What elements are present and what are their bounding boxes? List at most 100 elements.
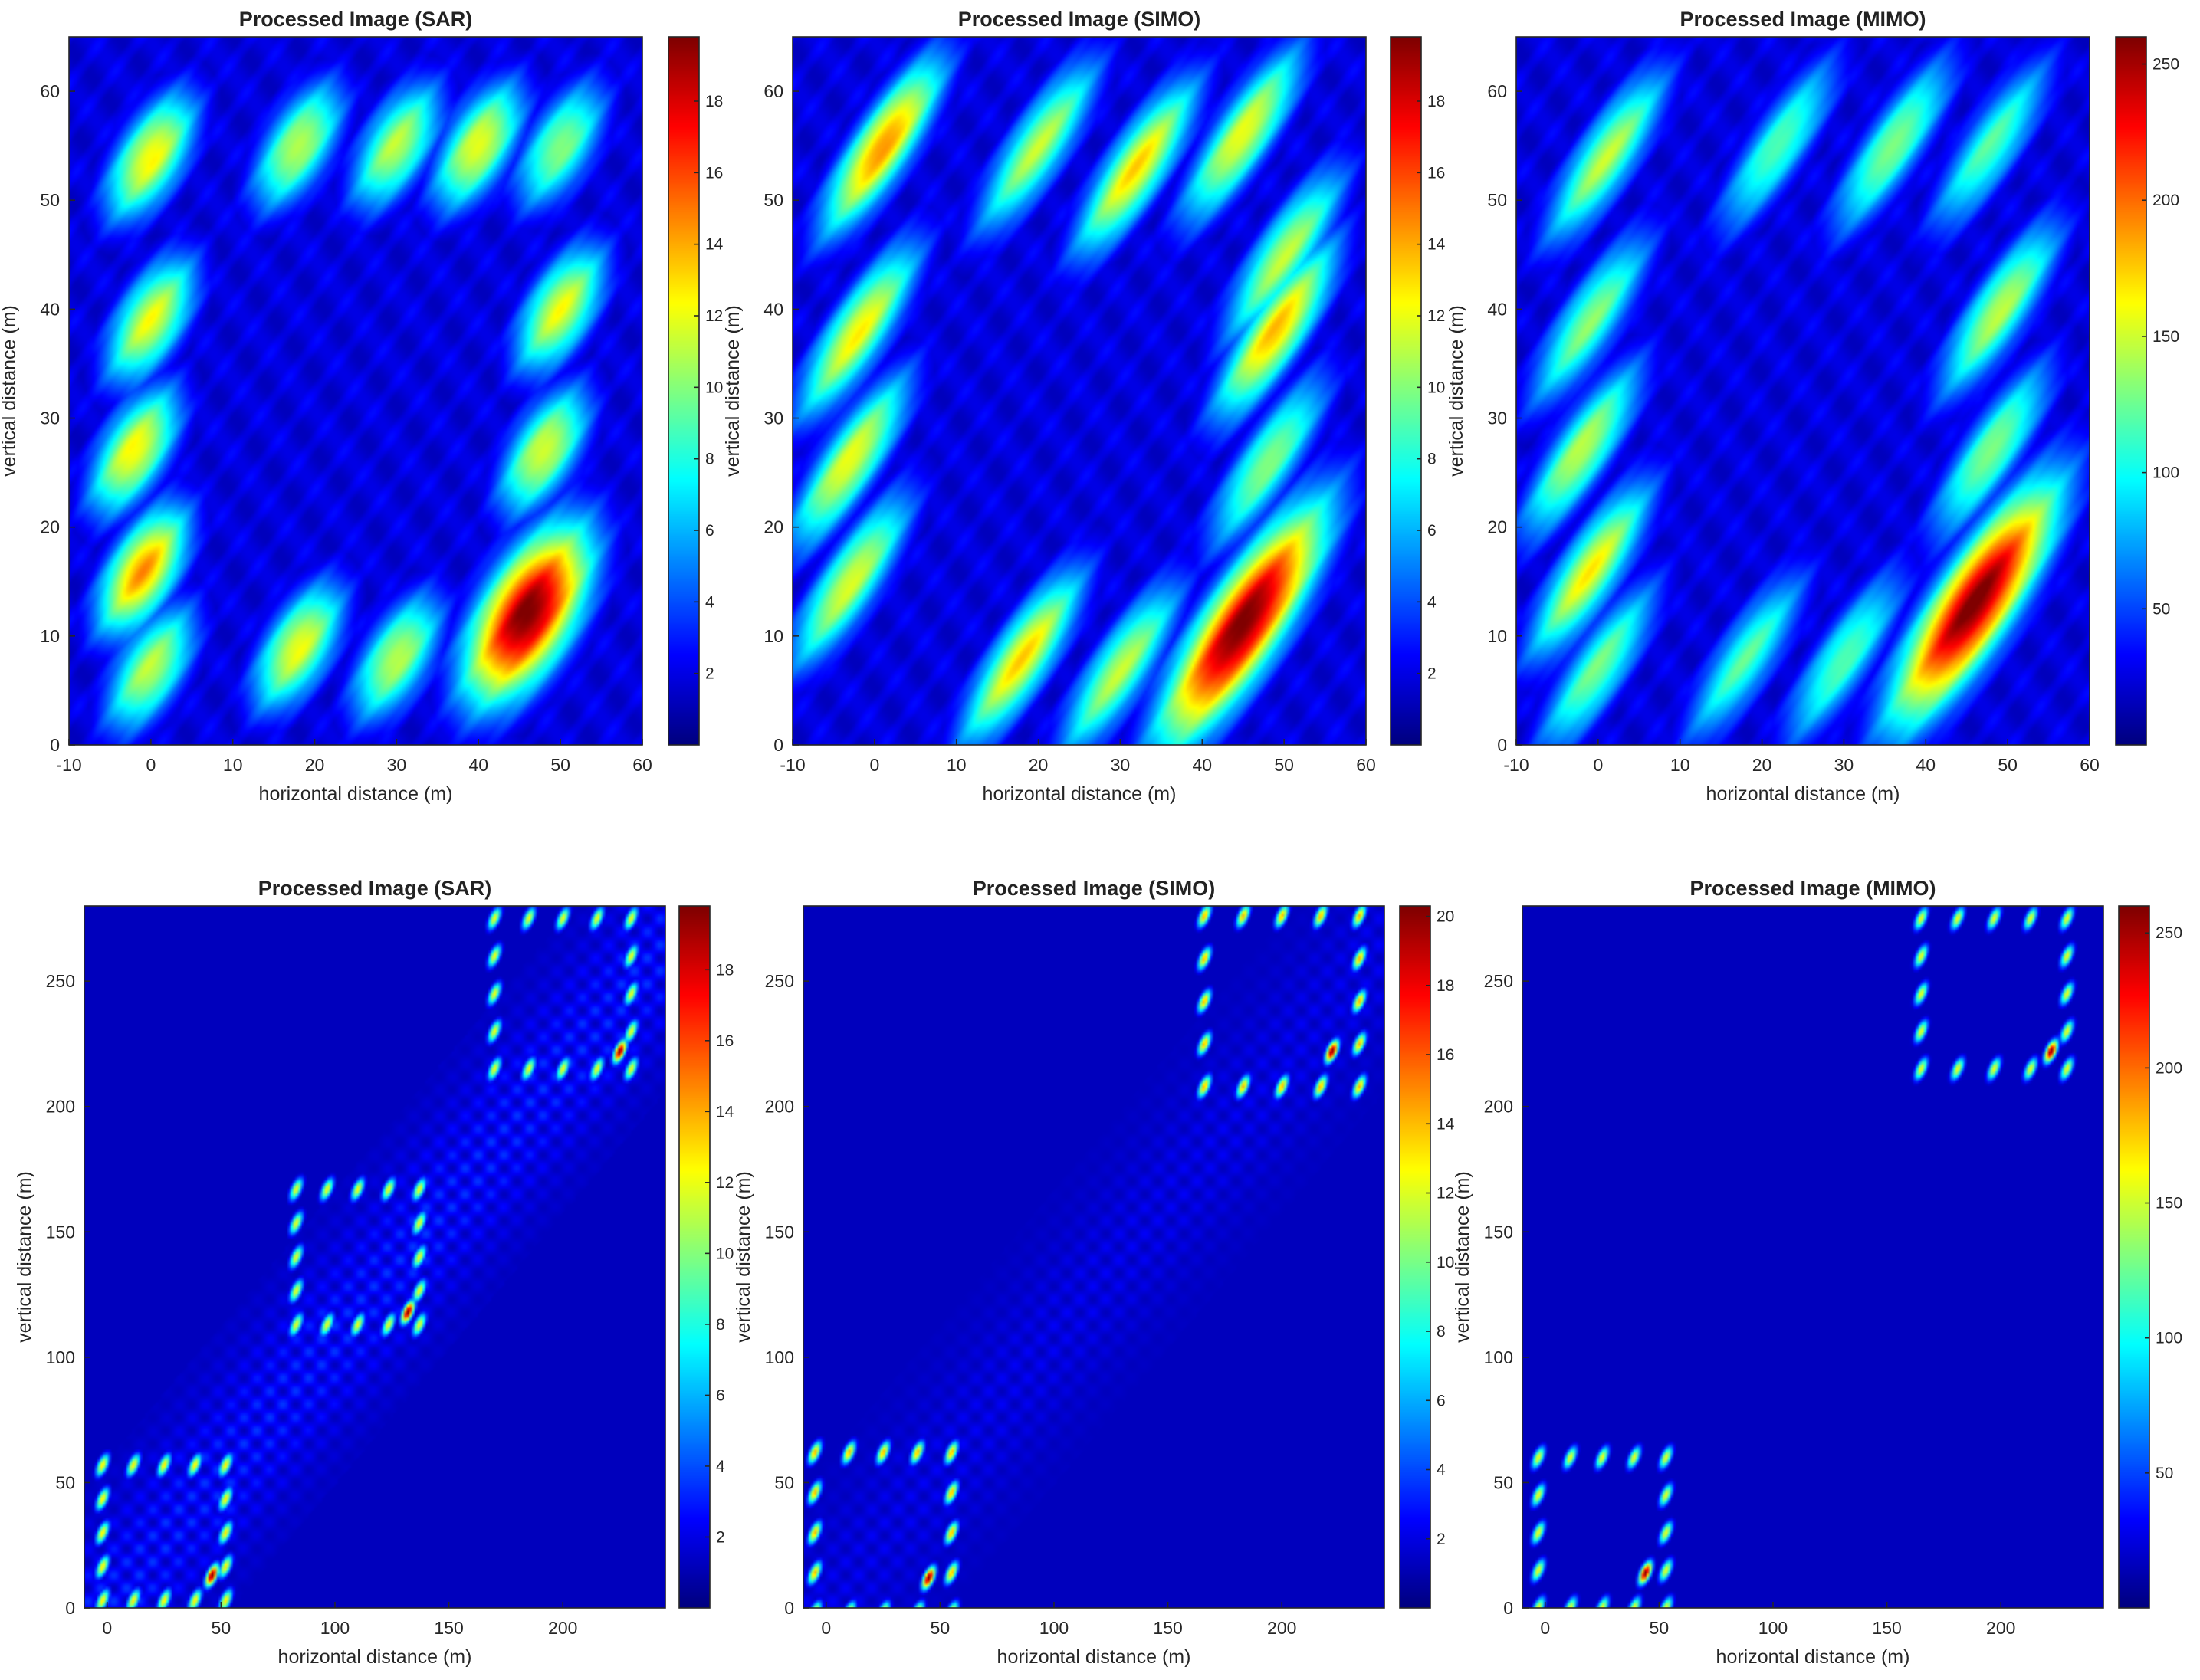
x-tick-label: 0 [146,755,156,775]
y-axis-label: vertical distance (m) [733,1171,754,1343]
x-tick-label: 40 [1916,755,1936,775]
x-tick-label: -10 [1503,755,1529,775]
panel-title: Processed Image (SAR) [239,8,473,31]
colorbar-tick-label: 4 [1437,1462,1446,1479]
y-tick-label: 200 [46,1097,75,1117]
y-tick-label: 0 [65,1598,75,1618]
heatmap-image [1516,37,2090,745]
y-tick-label: 250 [1484,971,1513,991]
y-tick-label: 200 [1484,1097,1513,1117]
x-tick-label: 50 [212,1618,231,1638]
y-tick-label: 40 [763,299,783,319]
y-tick-label: 100 [46,1347,75,1367]
colorbar-box [668,36,700,746]
colorbar [1400,906,1430,1608]
x-tick-label: 150 [1872,1618,1901,1638]
colorbar-tick-label: 18 [1427,93,1445,110]
x-tick-label: 50 [550,755,570,775]
x-tick-label: 100 [1758,1618,1788,1638]
y-tick-label: 50 [774,1472,794,1492]
x-tick-label: 60 [1356,755,1376,775]
axes-box [84,905,666,1609]
y-tick-label: 200 [765,1097,794,1117]
x-axis-label: horizontal distance (m) [1706,783,1900,805]
y-tick-label: 50 [1487,190,1507,210]
y-tick-label: 60 [40,81,60,101]
colorbar-tick-label: 20 [1437,908,1454,926]
colorbar-tick-label: 16 [1437,1046,1454,1064]
y-tick-label: 100 [1484,1347,1513,1367]
colorbar-tick-label: 10 [1437,1254,1454,1271]
y-tick-label: 10 [40,626,60,646]
colorbar-tick-label: 12 [716,1174,734,1192]
x-tick-label: 200 [548,1618,577,1638]
x-tick-label: -10 [56,755,81,775]
colorbar-tick-label: 2 [705,665,714,683]
x-tick-label: 30 [1834,755,1854,775]
colorbar-tick-label: 6 [716,1386,725,1404]
colorbar-tick-label: 100 [2156,1330,2182,1347]
x-tick-label: 100 [320,1618,350,1638]
heatmap-image [803,906,1384,1608]
y-axis-label: vertical distance (m) [1452,1171,1473,1343]
chart-panel-4: 0 50 100 150 200 0 50 100 150 200 250 Processed Ima… [14,877,734,1668]
y-axis-label: vertical distance (m) [0,305,20,477]
y-tick-label: 60 [763,81,783,101]
colorbar [1391,37,1421,745]
y-tick-label: 150 [765,1222,794,1242]
x-tick-label: 20 [1029,755,1049,775]
colorbar-tick-label: 2 [1427,665,1437,683]
y-tick-label: 10 [1487,626,1507,646]
axes-box [1515,36,2090,746]
heatmap-image [1522,906,2103,1608]
y-tick-label: 0 [773,735,783,755]
y-tick-label: 0 [784,1598,794,1618]
y-tick-label: 150 [46,1222,75,1242]
colorbar-tick-label: 14 [1427,236,1446,254]
colorbar-tick-label: 14 [1437,1115,1455,1133]
x-tick-label: 0 [1540,1618,1550,1638]
colorbar-tick-label: 18 [705,93,723,110]
panel-title: Processed Image (MIMO) [1680,8,1926,31]
colorbar-tick-label: 8 [1437,1323,1446,1340]
colorbar-tick-label: 50 [2156,1465,2173,1482]
x-tick-label: 60 [632,755,652,775]
panel-title: Processed Image (MIMO) [1689,877,1936,900]
y-axis-label: vertical distance (m) [1446,305,1467,477]
y-tick-label: 20 [40,517,60,537]
colorbar-tick-label: 2 [1437,1531,1446,1548]
chart-panel-6: 0 50 100 150 200 0 50 100 150 200 250 Processed Ima… [1452,877,2182,1668]
colorbar-tick-label: 200 [2156,1059,2182,1077]
colorbar-tick-label: 10 [1427,379,1445,396]
heatmap-image [84,906,665,1608]
colorbar-box [2115,36,2147,746]
colorbar-tick-label: 14 [716,1103,734,1121]
y-tick-label: 60 [1487,81,1507,101]
y-tick-label: 40 [40,299,60,319]
colorbar-box [1390,36,1422,746]
axes-box [68,36,643,746]
chart-panel-5: 0 50 100 150 200 0 50 100 150 200 250 Processed Ima… [733,877,1455,1668]
colorbar-tick-label: 250 [2152,56,2179,74]
y-axis-label: vertical distance (m) [722,305,744,477]
x-tick-label: 30 [387,755,407,775]
colorbar-tick-label: 6 [1437,1392,1446,1409]
colorbar [668,37,699,745]
y-tick-label: 50 [1493,1472,1513,1492]
colorbar-tick-label: 4 [716,1458,725,1475]
colorbar [2119,906,2149,1608]
x-tick-label: -10 [780,755,805,775]
y-tick-label: 250 [765,971,794,991]
x-tick-label: 40 [468,755,488,775]
x-tick-label: 100 [1039,1618,1069,1638]
x-tick-label: 50 [931,1618,951,1638]
colorbar-tick-label: 6 [1427,522,1437,540]
x-tick-label: 50 [1650,1618,1670,1638]
colorbar-tick-label: 6 [705,522,714,540]
x-tick-label: 40 [1192,755,1212,775]
y-tick-label: 30 [1487,409,1507,428]
x-axis-label: horizontal distance (m) [997,1646,1191,1668]
x-tick-label: 60 [2080,755,2100,775]
